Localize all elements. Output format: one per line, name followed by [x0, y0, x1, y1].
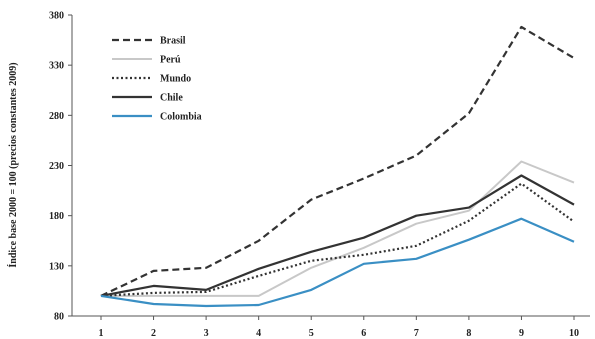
x-tick-label: 8 [466, 328, 471, 339]
x-tick-label: 9 [519, 328, 524, 339]
chart-series [100, 25, 575, 308]
x-tick-label: 3 [204, 328, 209, 339]
y-tick-label: 230 [49, 161, 64, 172]
y-tick-label: 80 [54, 312, 64, 323]
legend-label: Perú [160, 55, 181, 66]
x-tick-label: 5 [309, 328, 314, 339]
y-tick-label: 380 [49, 11, 64, 22]
legend-label: Chile [160, 93, 183, 104]
x-tick-label: 10 [569, 328, 579, 339]
y-axis-ticks: 80 130 180 230 280 330 380 [49, 11, 72, 323]
x-tick-label: 6 [361, 328, 366, 339]
legend-label: Colombia [160, 112, 202, 123]
x-tick-label: 1 [99, 328, 104, 339]
y-tick-label: 330 [49, 61, 64, 72]
series-line-colombia [100, 217, 575, 308]
series-line-per [101, 160, 575, 297]
chart-axes [71, 15, 590, 317]
y-tick-label: 180 [49, 211, 64, 222]
legend-label: Mundo [160, 74, 191, 85]
x-tick-label: 7 [414, 328, 419, 339]
x-axis-ticks: 1 2 3 4 5 6 7 8 9 10 [99, 316, 579, 339]
x-tick-label: 4 [256, 328, 261, 339]
chart-legend: Brasil Perú Mundo Chile Colombia [112, 36, 202, 123]
series-line-brasil [100, 25, 575, 297]
y-tick-label: 130 [49, 261, 64, 272]
series-line-mundo [100, 182, 575, 297]
legend-label: Brasil [160, 36, 186, 47]
x-tick-label: 2 [151, 328, 156, 339]
series-line-chile [100, 174, 575, 297]
y-axis-title: Índice base 2000 = 100 (precios constant… [7, 62, 19, 267]
y-tick-label: 280 [49, 111, 64, 122]
